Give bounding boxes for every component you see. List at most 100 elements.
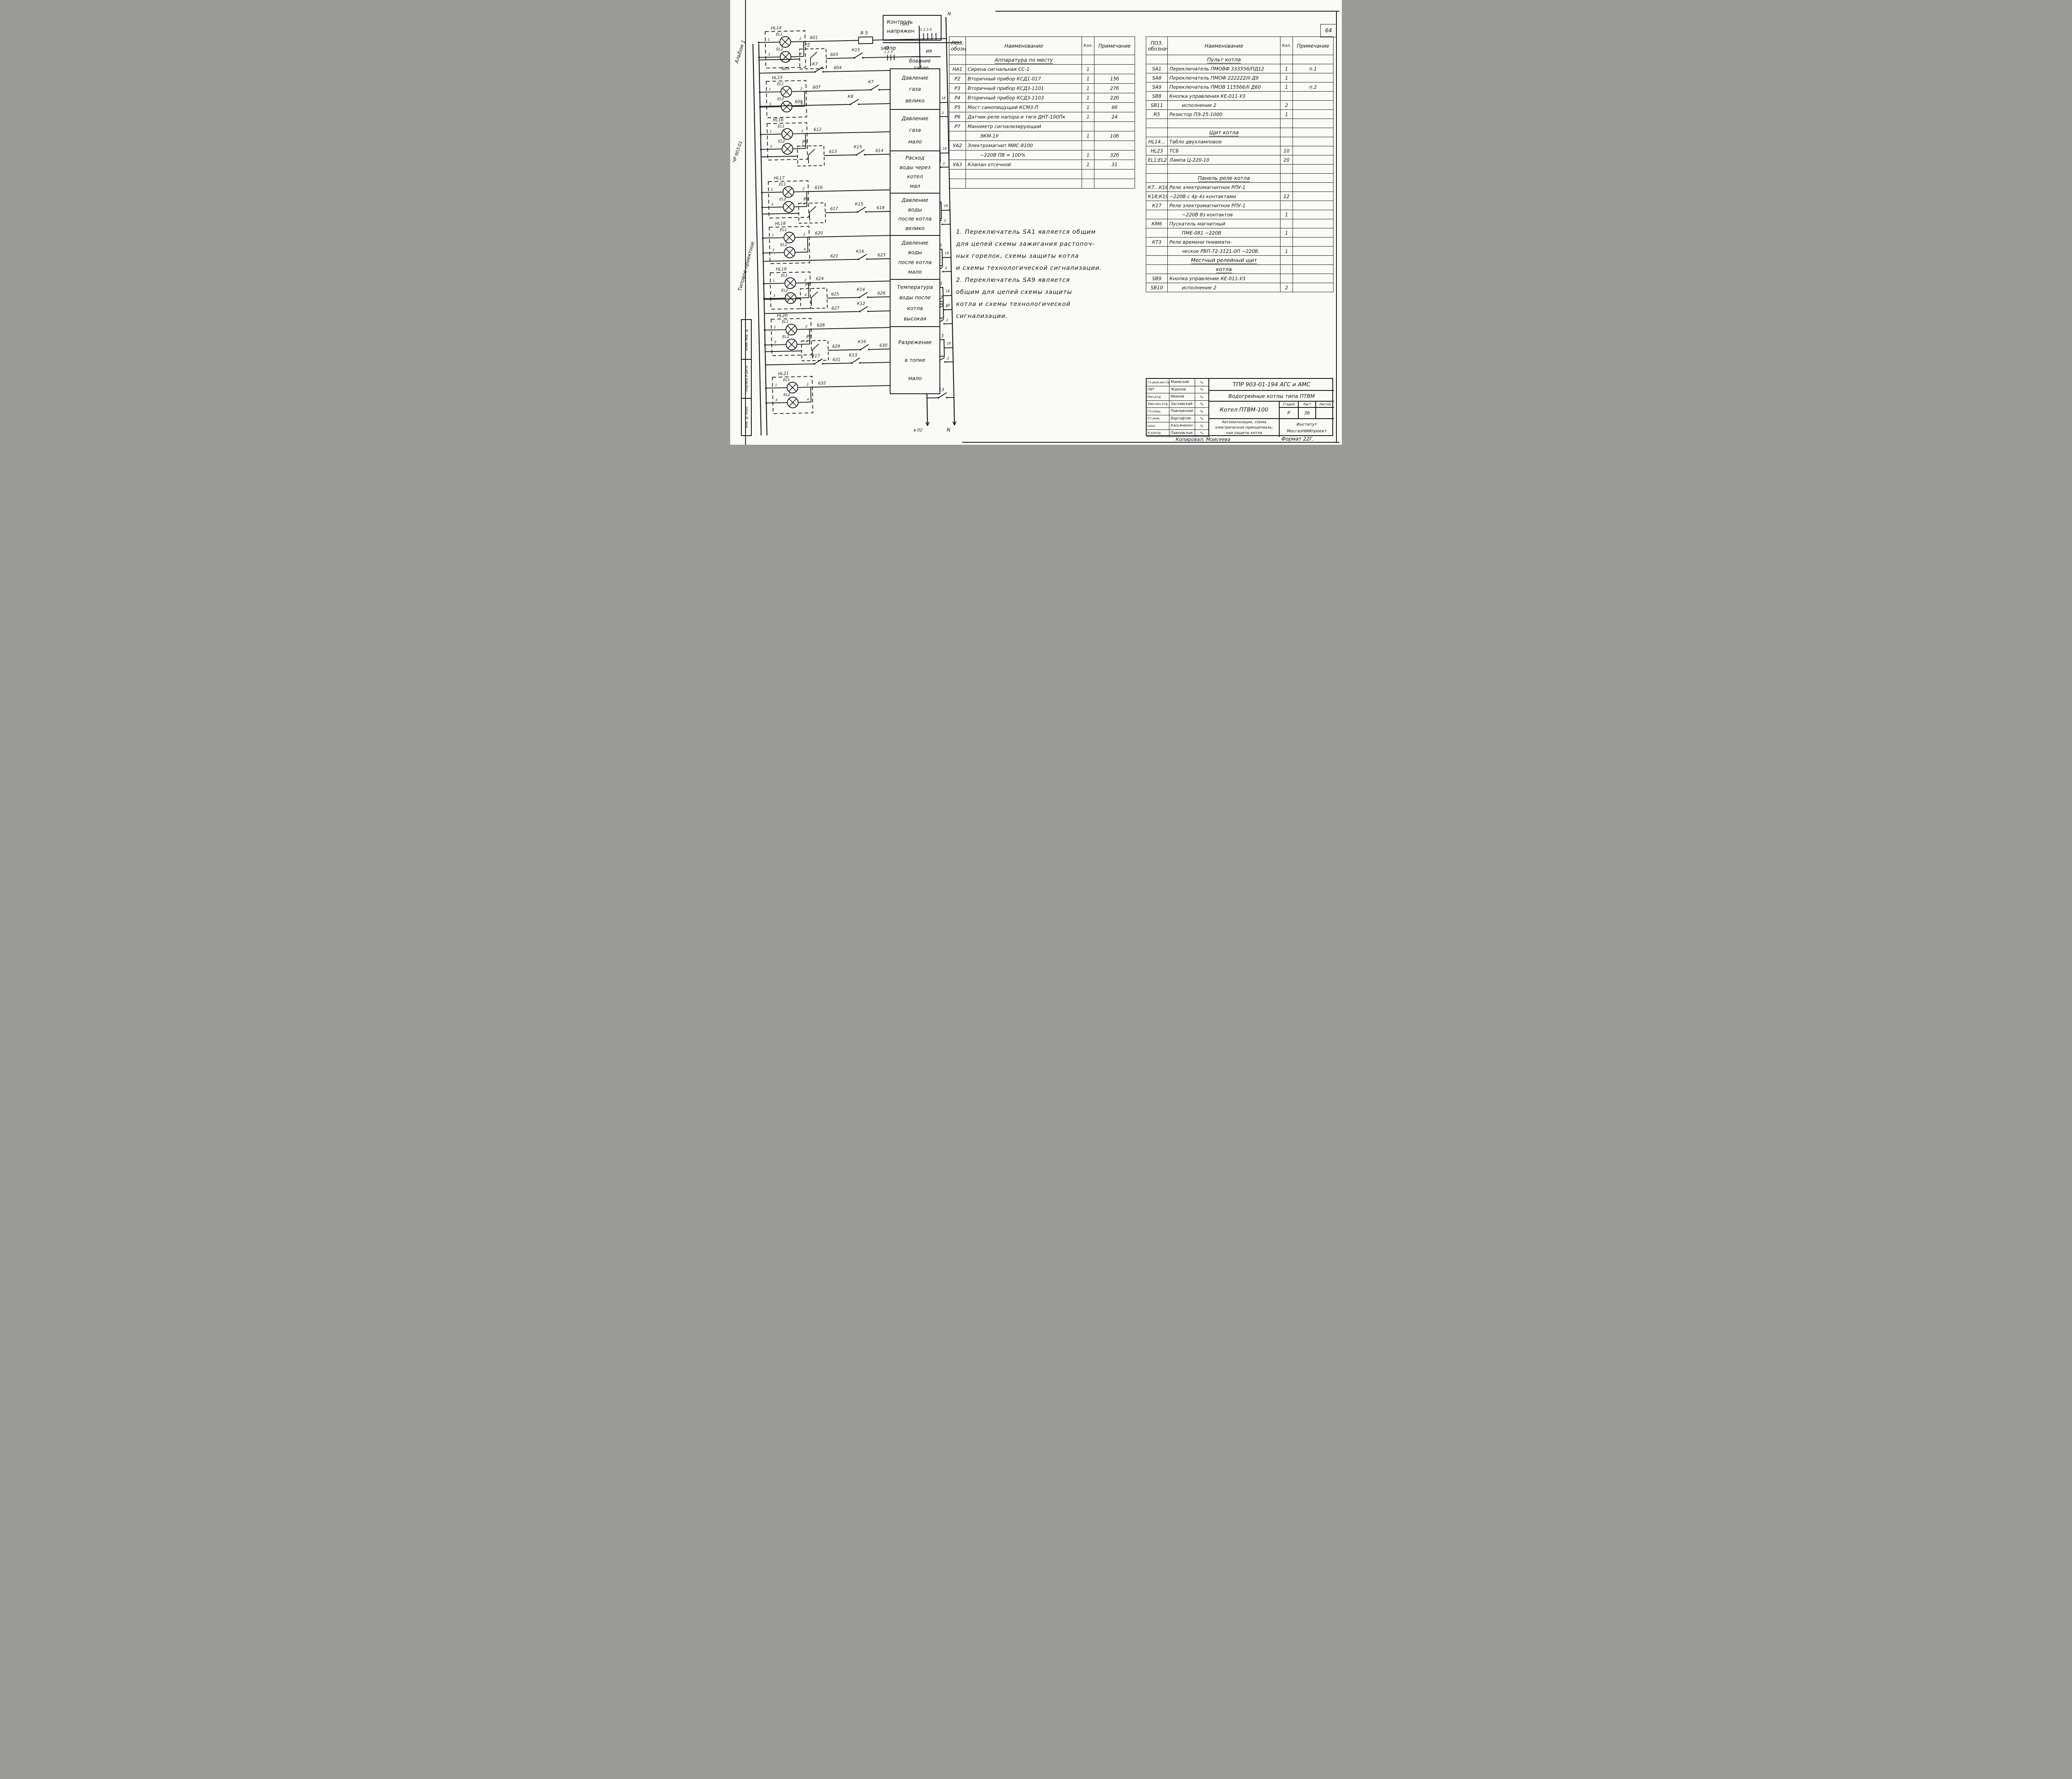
contact-dot bbox=[944, 361, 946, 363]
bus-line bbox=[752, 44, 762, 436]
schematic-label: 3 bbox=[773, 294, 775, 298]
cell-pos bbox=[1146, 210, 1168, 219]
wire bbox=[791, 56, 804, 57]
cell-note: 10б bbox=[1094, 131, 1135, 141]
wire bbox=[798, 387, 813, 388]
table-row: SB9 Кнопка управление КЕ-011-У3 bbox=[1146, 274, 1334, 283]
cell-name: Лампа Ц-220-10 bbox=[1167, 155, 1280, 165]
table-row: Р3 Вторичный прибор КСД3-1101 1 27б bbox=[949, 83, 1135, 93]
schematic-label: 4 bbox=[807, 397, 809, 401]
schematic-label: EL2 bbox=[779, 197, 787, 201]
signal-label-line: Разрежение bbox=[898, 339, 932, 345]
cell-note: 32б bbox=[1094, 150, 1135, 160]
device-contact-box bbox=[801, 340, 829, 361]
contact bbox=[850, 99, 859, 105]
contact bbox=[859, 306, 868, 312]
cell-qty: 1 bbox=[1082, 64, 1094, 74]
cell-name: Кнопка управления КЕ-011-У3 bbox=[1167, 91, 1280, 101]
schematic-label: 3 bbox=[770, 145, 772, 148]
contact-dot bbox=[858, 103, 859, 105]
cell-pos: SB10 bbox=[1146, 283, 1168, 292]
note-line: общим для цепей схемы защиты bbox=[956, 289, 1072, 296]
contact-dot bbox=[859, 349, 862, 351]
table-row: К17 Реле электромагнитное РПУ-1 bbox=[1146, 201, 1334, 210]
signal-label-line: мал bbox=[910, 183, 920, 189]
device-contact bbox=[811, 291, 818, 298]
signal-label-line: мало bbox=[908, 138, 922, 145]
cell-pos: SA1 bbox=[1146, 64, 1168, 73]
schematic-label: EL2 bbox=[778, 139, 785, 143]
sheets-value bbox=[1316, 407, 1334, 419]
schematic-label: 2 bbox=[802, 187, 804, 191]
schematic-label: EL1 bbox=[782, 320, 789, 324]
wire bbox=[795, 237, 809, 238]
signal-label-line: котел bbox=[907, 173, 923, 180]
device-contact bbox=[810, 51, 817, 58]
cell-note bbox=[1293, 73, 1334, 82]
wire bbox=[829, 363, 844, 364]
cell-note: 24 bbox=[1094, 112, 1135, 122]
contact bbox=[857, 206, 866, 213]
junction-dot bbox=[763, 298, 765, 300]
fragment-opr: Опр bbox=[885, 45, 896, 51]
cell-pos: К7...К16; bbox=[1146, 182, 1168, 192]
schematic-label: 2 bbox=[942, 111, 944, 115]
signal-label-line: Температура bbox=[897, 284, 933, 291]
table-row: КМ6 Пускатель магнитный bbox=[1146, 219, 1334, 228]
lamp-cross bbox=[784, 188, 792, 196]
table-row: Щит котла bbox=[1146, 128, 1334, 137]
cell-note bbox=[1094, 141, 1135, 150]
schematic-label: К7 bbox=[812, 62, 818, 67]
signature-mark: ∿ bbox=[1200, 423, 1204, 429]
schematic-label: EL2 bbox=[782, 335, 789, 339]
schematic-label: 1 bbox=[772, 233, 774, 237]
role-label: Н.контр. bbox=[1147, 429, 1169, 436]
junction-dot bbox=[765, 402, 767, 404]
cell-note bbox=[1293, 146, 1334, 155]
device-contact bbox=[808, 149, 815, 155]
sheets-header: Листов bbox=[1316, 401, 1334, 407]
col-header-note: Примечание bbox=[1293, 36, 1334, 55]
cell-name: Манометр сигнализирующий bbox=[966, 121, 1082, 131]
cell-name: ЭКМ-1У bbox=[966, 131, 1082, 141]
signal-label-line: Давление bbox=[901, 115, 929, 121]
stamp-cell: Подпись и дата bbox=[742, 359, 751, 398]
wire bbox=[765, 364, 806, 366]
note-line: для цепей схемы зажигания растопоч- bbox=[956, 241, 1095, 247]
section-title: Аппаратура по месту bbox=[995, 56, 1053, 63]
contact-dot bbox=[859, 296, 860, 298]
schematic-label: 1 bbox=[774, 325, 776, 329]
signal-label-line: в топке bbox=[905, 357, 925, 363]
schematic-label: К16 bbox=[858, 339, 866, 344]
schematic-label: 4 bbox=[799, 52, 801, 56]
lamp-symbol bbox=[781, 101, 793, 113]
junction-dot bbox=[761, 191, 763, 194]
bus-line bbox=[945, 17, 955, 425]
schematic-label: 3 bbox=[771, 203, 773, 206]
lamp-symbol bbox=[785, 324, 797, 336]
cell-pos: Р7 bbox=[949, 121, 966, 131]
wire bbox=[761, 155, 798, 158]
col-header-name: Наименование bbox=[966, 36, 1082, 55]
schematic-label: HL16 bbox=[773, 118, 784, 123]
schematic-label: EL1 bbox=[780, 228, 787, 232]
signal-label-line: Давление bbox=[901, 239, 929, 246]
cell-note bbox=[1293, 246, 1334, 256]
cell-qty: 1 bbox=[1082, 102, 1094, 112]
frame-right bbox=[1336, 11, 1337, 443]
cell-qty: 1 bbox=[1082, 131, 1094, 141]
signature-mark: ∿ bbox=[1200, 416, 1204, 422]
tableau-box bbox=[770, 318, 812, 356]
role-name: Иванов bbox=[1169, 393, 1195, 400]
sheet-value: 36 bbox=[1298, 407, 1316, 419]
wire bbox=[760, 104, 842, 107]
voltage-check-box: Контроль напряжен bbox=[883, 15, 942, 41]
schematic-label: К7 bbox=[868, 80, 874, 85]
tableau-box bbox=[770, 271, 811, 310]
cell-note: 31 bbox=[1094, 160, 1135, 170]
cell-qty bbox=[1280, 137, 1293, 146]
schematic-label: HL21 bbox=[778, 371, 789, 376]
lamp-cross bbox=[787, 294, 795, 302]
contact-dot bbox=[878, 89, 880, 91]
contact bbox=[854, 52, 863, 58]
